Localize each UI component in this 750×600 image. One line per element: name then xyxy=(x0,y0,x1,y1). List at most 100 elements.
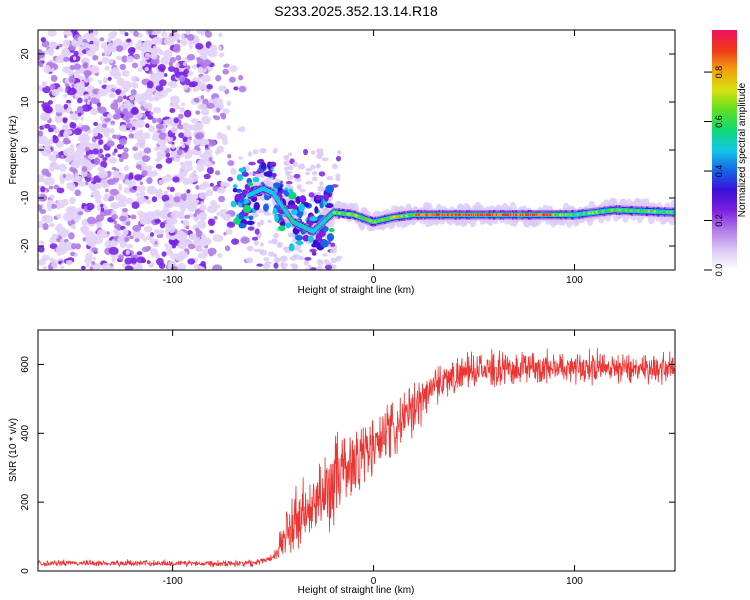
heatmap-cell xyxy=(183,130,192,138)
heatmap-cell xyxy=(47,47,55,55)
heatmap-cell xyxy=(151,211,160,220)
heatmap-cell xyxy=(252,177,260,183)
heatmap-cell xyxy=(169,36,176,44)
heatmap-y-tick-label: 0 xyxy=(20,147,31,153)
heatmap-cell xyxy=(197,66,204,74)
heatmap-cell xyxy=(111,256,117,261)
heatmap-cell xyxy=(138,97,147,106)
heatmap-cell xyxy=(51,233,59,240)
heatmap-cell xyxy=(224,182,230,187)
heatmap-cell xyxy=(337,150,342,155)
heatmap-cell xyxy=(109,188,119,196)
heatmap-cell xyxy=(135,164,142,170)
heatmap-cell xyxy=(280,261,285,269)
heatmap-cell xyxy=(321,157,329,162)
heatmap-cell xyxy=(153,91,164,100)
heatmap-cell xyxy=(173,196,181,203)
heatmap-cell xyxy=(180,193,187,200)
heatmap-cell xyxy=(50,203,58,209)
heatmap-cell xyxy=(199,266,205,270)
heatmap-cell xyxy=(153,146,160,152)
heatmap-cell xyxy=(238,85,247,93)
heatmap-cell xyxy=(110,31,118,37)
heatmap-cell xyxy=(133,262,143,270)
heatmap-cell xyxy=(217,85,227,92)
heatmap-cell xyxy=(99,37,105,42)
heatmap-cell xyxy=(325,184,334,194)
heatmap-cell xyxy=(206,166,214,175)
heatmap-cell xyxy=(295,234,303,241)
heatmap-cell xyxy=(273,232,279,239)
heatmap-cell xyxy=(70,251,75,257)
heatmap-cell xyxy=(207,247,217,256)
heatmap-cell xyxy=(285,222,292,229)
heatmap-cell xyxy=(277,225,286,232)
heatmap-cell xyxy=(143,102,153,109)
heatmap-cell xyxy=(107,76,112,81)
heatmap-cell xyxy=(70,30,78,35)
heatmap-cell xyxy=(192,170,197,175)
heatmap-cell xyxy=(169,80,178,89)
heatmap-cell xyxy=(209,44,218,53)
heatmap-cell xyxy=(38,204,43,211)
heatmap-cell xyxy=(104,240,114,249)
heatmap-cell xyxy=(161,175,168,184)
heatmap-cell xyxy=(151,117,158,124)
heatmap-cell xyxy=(238,167,246,173)
heatmap-cell xyxy=(111,166,117,171)
heatmap-cell xyxy=(131,126,136,131)
heatmap-cell xyxy=(149,111,154,116)
colorbar-ticks: 0.0 0.2 0.4 0.6 0.8 xyxy=(704,66,724,276)
heatmap-cell xyxy=(135,192,140,197)
heatmap-y-ticks: -20 -10 0 10 20 xyxy=(20,48,675,253)
heatmap-cell xyxy=(232,187,238,193)
heatmap-cell xyxy=(326,233,335,242)
heatmap-cell xyxy=(100,160,108,169)
heatmap-cell xyxy=(272,172,277,178)
heatmap-cell xyxy=(260,162,267,170)
heatmap-cell xyxy=(259,148,267,153)
heatmap-cell xyxy=(209,200,218,207)
snr-y-tick-label: 0 xyxy=(20,568,31,574)
heatmap-cell xyxy=(116,45,124,51)
heatmap-cell xyxy=(58,43,63,48)
heatmap-cell xyxy=(98,139,104,145)
heatmap-cell xyxy=(146,40,153,46)
heatmap-cell xyxy=(84,257,93,264)
heatmap-cell xyxy=(110,120,116,125)
heatmap-cell xyxy=(149,237,156,244)
heatmap-cell xyxy=(240,236,250,244)
heatmap-cell xyxy=(100,203,104,208)
heatmap-cell xyxy=(113,223,121,230)
heatmap-cell xyxy=(199,204,207,212)
heatmap-cell xyxy=(63,129,73,136)
heatmap-cell xyxy=(54,105,65,113)
heatmap-cell xyxy=(290,233,296,238)
heatmap-cell xyxy=(130,47,136,52)
heatmap-cell xyxy=(60,51,66,58)
heatmap-cell xyxy=(170,126,178,134)
heatmap-cell xyxy=(150,248,158,257)
heatmap-cell xyxy=(318,171,326,177)
heatmap-cell xyxy=(252,149,259,155)
heatmap-x-ticks: -100 0 100 xyxy=(163,30,583,286)
heatmap-cell xyxy=(184,154,189,160)
heatmap-cell xyxy=(251,236,259,241)
heatmap-cell xyxy=(206,139,217,147)
heatmap-cell xyxy=(64,238,69,243)
heatmap-cell xyxy=(177,241,187,250)
heatmap-cell xyxy=(165,152,171,158)
heatmap-cell xyxy=(287,152,293,157)
heatmap-cell xyxy=(74,243,81,250)
heatmap-cell xyxy=(96,229,109,239)
heatmap-cell xyxy=(304,256,312,261)
heatmap-cell xyxy=(121,55,128,63)
heatmap-cell xyxy=(157,64,166,72)
heatmap-cell xyxy=(282,266,287,270)
heatmap-cell xyxy=(117,200,126,208)
heatmap-cell xyxy=(177,113,184,120)
heatmap-cell xyxy=(77,175,83,181)
heatmap-cell xyxy=(170,96,176,101)
heatmap-cell xyxy=(233,217,240,225)
heatmap-cell xyxy=(101,262,111,270)
